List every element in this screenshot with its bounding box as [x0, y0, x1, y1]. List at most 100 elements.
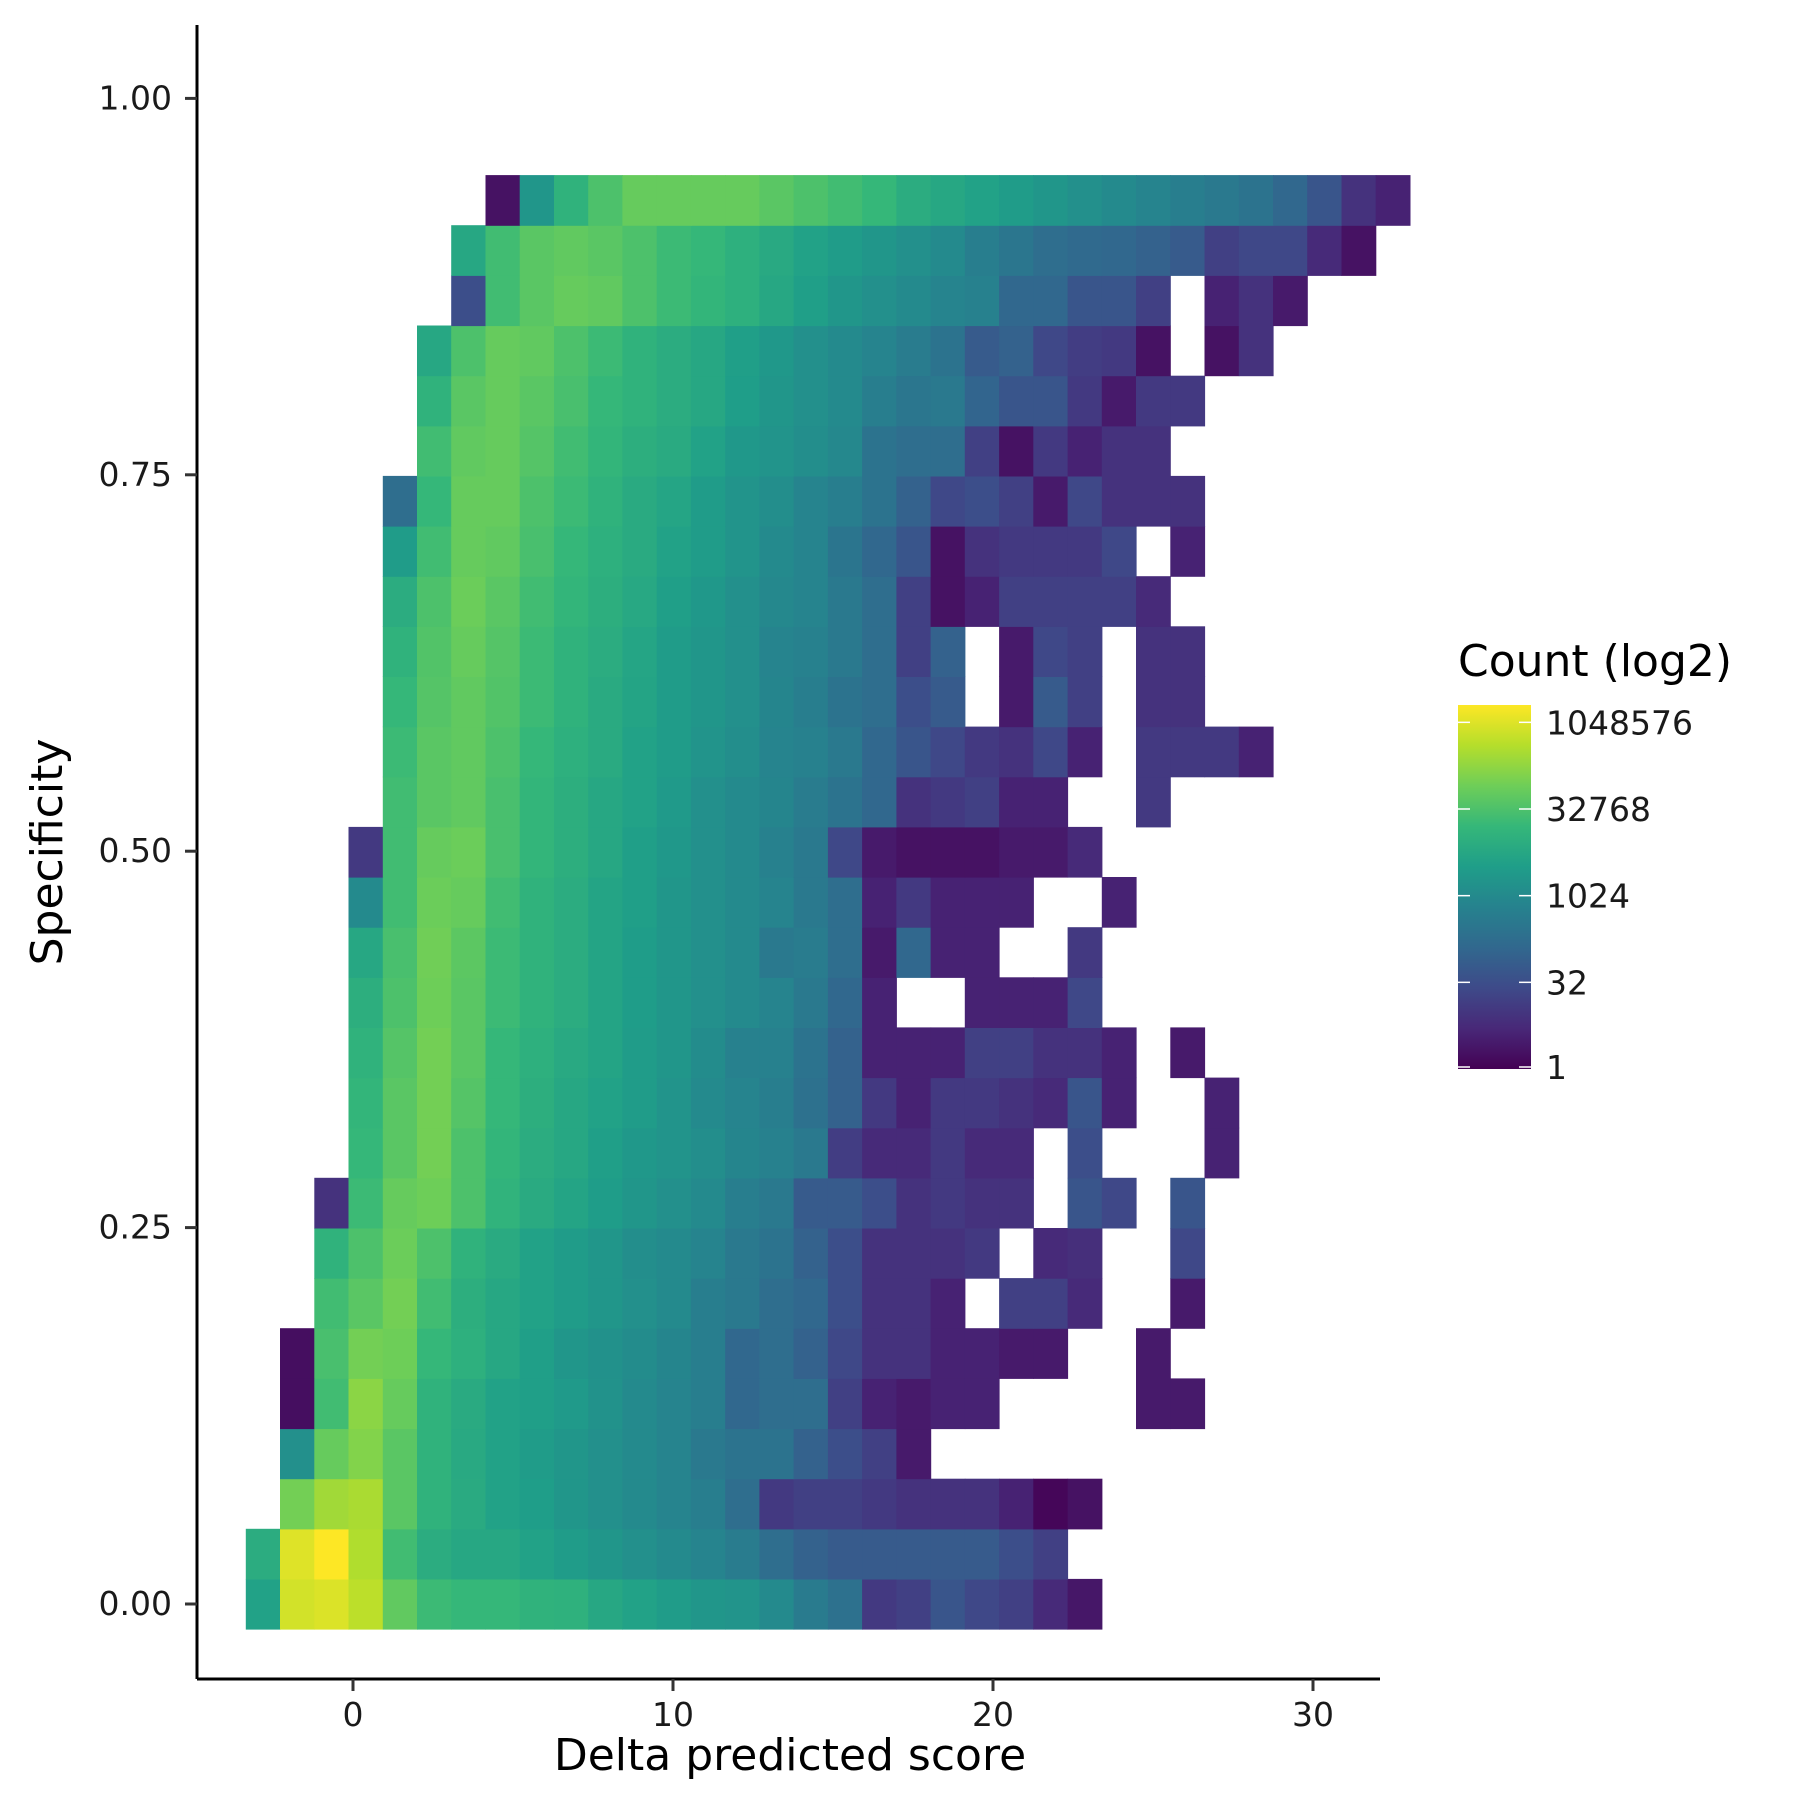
heatmap-cell [554, 1228, 589, 1279]
heatmap-cell [1033, 425, 1069, 477]
heatmap-cell [1136, 425, 1171, 477]
heatmap-cell [280, 1428, 315, 1480]
heatmap-cell [999, 475, 1034, 527]
heatmap-cell [999, 175, 1034, 226]
heatmap-cell [896, 1228, 932, 1279]
heatmap-cell [519, 526, 555, 577]
heatmap-cell [759, 776, 795, 828]
heatmap-cell [690, 927, 726, 978]
heatmap-cell [622, 175, 658, 226]
heatmap-cell [622, 1578, 658, 1630]
y-tick-label: 1.00 [99, 78, 172, 117]
heatmap-cell [451, 776, 486, 828]
heatmap-cell [348, 1077, 384, 1129]
heatmap-cell [827, 877, 863, 928]
heatmap-cell [964, 1177, 1000, 1229]
heatmap-cell [382, 826, 418, 878]
heatmap-cell [759, 726, 795, 778]
heatmap-cell [554, 1578, 589, 1630]
heatmap-cell [348, 1127, 384, 1179]
color-legend: Count (log2) 1 32 1024 32768 1048576 [1458, 636, 1732, 1087]
heatmap-cell [348, 977, 384, 1028]
heatmap-cell [485, 1127, 521, 1179]
heatmap-cell [519, 225, 555, 276]
heatmap-cell [554, 1027, 589, 1079]
heatmap-cell [999, 1578, 1034, 1630]
heatmap-cell [519, 977, 555, 1028]
heatmap-cell [725, 375, 760, 427]
heatmap-cell [862, 1578, 897, 1630]
heatmap-cell [382, 1077, 418, 1129]
heatmap-cell [759, 375, 795, 427]
heatmap-cell [793, 1077, 829, 1129]
heatmap-cell [827, 375, 863, 427]
heatmap-cell [999, 776, 1034, 828]
heatmap-cell [964, 1027, 1000, 1079]
heatmap-cell [862, 325, 897, 377]
heatmap-cell [485, 175, 521, 226]
heatmap-cell [793, 1478, 829, 1530]
heatmap-cell [519, 576, 555, 627]
heatmap-cell [999, 1478, 1034, 1530]
heatmap-cell [896, 1378, 932, 1430]
heatmap-cell [245, 1528, 281, 1580]
heatmap-cell [519, 877, 555, 928]
heatmap-cell [554, 877, 589, 928]
heatmap-cell [862, 877, 897, 928]
y-tick-label: 0.00 [99, 1584, 172, 1623]
heatmap-cell [964, 1077, 1000, 1129]
heatmap-cell [793, 927, 829, 978]
heatmap-cell [1033, 1328, 1069, 1379]
heatmap-cell [725, 225, 760, 276]
heatmap-cell [485, 1478, 521, 1530]
heatmap-cell [896, 1027, 932, 1079]
heatmap-cell [451, 1378, 486, 1430]
heatmap-cell [485, 1328, 521, 1379]
heatmap-cell [588, 275, 623, 327]
heatmap-cell [759, 1378, 795, 1430]
heatmap-cell [1067, 275, 1103, 327]
heatmap-cell [554, 526, 589, 577]
heatmap-cell [519, 1278, 555, 1329]
heatmap-cell [862, 1077, 897, 1129]
heatmap-cell [314, 1177, 350, 1229]
heatmap-cell [793, 475, 829, 527]
heatmap-cell [930, 175, 966, 226]
heatmap-cell [999, 1528, 1034, 1580]
heatmap-cell [896, 175, 932, 226]
heatmap-cell [930, 1528, 966, 1580]
heatmap-cell [588, 1228, 623, 1279]
heatmap-cell [622, 275, 658, 327]
x-axis-title: Delta predicted score [554, 1730, 1026, 1781]
heatmap-cell [1136, 1378, 1171, 1430]
heatmap-cell [519, 676, 555, 728]
heatmap-cell [382, 576, 418, 627]
heatmap-cell [930, 626, 966, 677]
heatmap-cell [554, 927, 589, 978]
heatmap-cell [382, 526, 418, 577]
heatmap-cell [896, 526, 932, 577]
heatmap-cell [1238, 275, 1274, 327]
heatmap-cell [862, 475, 897, 527]
heatmap-cell [417, 1077, 452, 1129]
heatmap-cell [896, 1127, 932, 1179]
heatmap-cell [1067, 1228, 1103, 1279]
heatmap-cell [417, 676, 452, 728]
heatmap-cell [1067, 325, 1103, 377]
heatmap-cell [759, 1528, 795, 1580]
heatmap-cell [1136, 726, 1171, 778]
heatmap-cell [964, 877, 1000, 928]
heatmap-cell [759, 676, 795, 728]
heatmap-cell [896, 776, 932, 828]
heatmap-cell [451, 325, 486, 377]
heatmap-cell [1067, 977, 1103, 1028]
heatmap-cell [417, 1127, 452, 1179]
heatmap-cell [1101, 475, 1137, 527]
heatmap-cell [348, 1278, 384, 1329]
heatmap-cell [896, 475, 932, 527]
heatmap-cell [862, 225, 897, 276]
heatmap-cell [1101, 1177, 1137, 1229]
heatmap-cell [588, 425, 623, 477]
heatmap-cell [451, 1328, 486, 1379]
heatmap-cell [793, 275, 829, 327]
